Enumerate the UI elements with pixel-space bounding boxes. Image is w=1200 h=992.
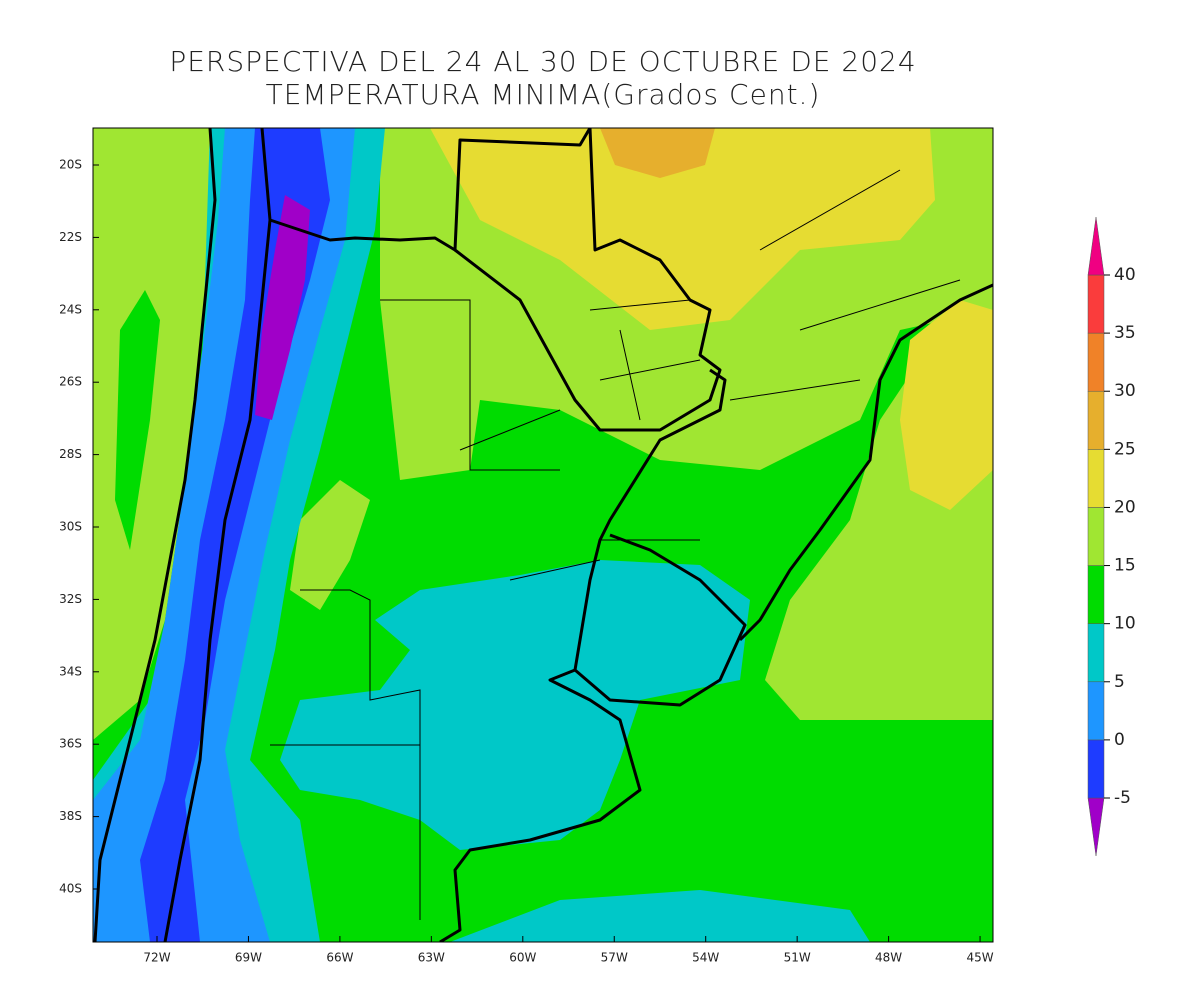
lon-label: 66W (326, 951, 353, 965)
colorbar-bin (1087, 623, 1105, 683)
coastline-brazil (738, 283, 993, 642)
lon-label: 45W (966, 951, 993, 965)
lon-label: 72W (143, 951, 170, 965)
lat-label: 28S (59, 447, 82, 461)
state-borders (589, 169, 961, 421)
colorbar-bin (1087, 449, 1105, 508)
field-yellow-east (900, 300, 993, 510)
title: PERSPECTIVA DEL 24 AL 30 DE OCTUBRE DE 2… (169, 45, 916, 78)
field-west (93, 128, 215, 740)
colorbar-bin (1087, 507, 1105, 566)
colorbar-label: -5 (1114, 788, 1131, 808)
field-andes-purple (255, 195, 310, 420)
field-orange (600, 128, 715, 178)
colorbar-label: 35 (1114, 323, 1136, 343)
colorbar-bin (1087, 739, 1105, 799)
lon-label: 54W (692, 951, 719, 965)
colorbar-bin (1087, 681, 1105, 741)
field-yellow-north (430, 128, 935, 330)
map-area (93, 128, 993, 942)
border-paraguay (454, 128, 722, 432)
colorbar-label: 15 (1114, 556, 1136, 576)
subtitle: TEMPERATURA MINIMA(Grados Cent.) (266, 78, 821, 111)
colorbar-bin (1087, 332, 1105, 392)
field-central (290, 480, 370, 610)
lat-label: 26S (59, 375, 82, 389)
province-borders (270, 299, 700, 920)
colorbar-label: 25 (1114, 439, 1136, 459)
lon-label: 48W (875, 951, 902, 965)
lat-label: 38S (59, 809, 82, 823)
lon-label: 60W (509, 951, 536, 965)
colorbar-label: 40 (1114, 265, 1136, 285)
colorbar-bin (1087, 274, 1105, 334)
lat-label: 24S (59, 302, 82, 316)
coastline-argentina (439, 668, 642, 942)
lat-label: 36S (59, 737, 82, 751)
field-cyan-south (280, 560, 750, 850)
lat-label: 34S (59, 664, 82, 678)
colorbar-low (1087, 797, 1105, 857)
lon-label: 69W (235, 951, 262, 965)
border-uruguay (573, 368, 747, 707)
colorbar-label: 20 (1114, 497, 1136, 517)
coastline-pacific (93, 128, 217, 942)
lat-label: 40S (59, 882, 82, 896)
colorbar-label: 10 (1114, 614, 1136, 634)
lat-label: 22S (59, 230, 82, 244)
lon-label: 51W (784, 951, 811, 965)
lon-label: 57W (601, 951, 628, 965)
lat-label: 30S (59, 520, 82, 534)
colorbar-bin (1087, 565, 1105, 624)
map-frame (92, 127, 994, 943)
field-cyan-coast (450, 890, 870, 942)
lat-label: 32S (59, 592, 82, 606)
colorbar-high (1087, 216, 1105, 276)
colorbar-label: 0 (1114, 730, 1125, 750)
lon-label: 63W (418, 951, 445, 965)
colorbar-bin (1087, 390, 1105, 450)
colorbar-label: 30 (1114, 381, 1136, 401)
lat-label: 20S (59, 158, 82, 172)
colorbar-label: 5 (1114, 672, 1125, 692)
border-andes (163, 128, 592, 942)
field-west-green (115, 290, 160, 550)
